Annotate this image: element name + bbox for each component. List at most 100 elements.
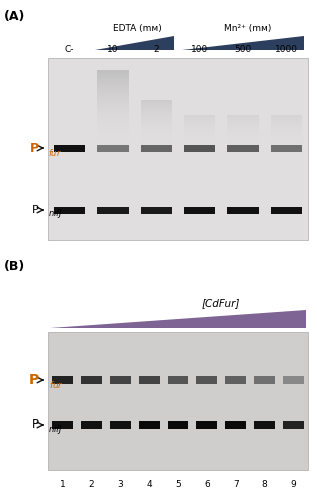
Bar <box>227 126 259 128</box>
Bar <box>227 114 259 116</box>
Text: 2: 2 <box>88 480 94 489</box>
Bar <box>97 100 129 102</box>
Bar <box>141 138 172 140</box>
Bar <box>139 376 159 384</box>
Bar <box>81 376 102 384</box>
Bar <box>97 126 129 128</box>
Bar <box>97 106 129 108</box>
Bar <box>141 132 172 134</box>
Bar <box>271 120 302 122</box>
Bar <box>97 74 129 76</box>
Bar <box>97 206 129 214</box>
Polygon shape <box>95 36 174 50</box>
Text: 1: 1 <box>60 480 65 489</box>
Bar <box>227 118 259 120</box>
Bar <box>97 144 129 152</box>
Text: (A): (A) <box>4 10 25 23</box>
Bar <box>97 118 129 120</box>
Text: 9: 9 <box>291 480 296 489</box>
Bar <box>184 140 215 141</box>
Bar <box>141 106 172 108</box>
Bar <box>184 206 215 214</box>
Bar <box>184 138 215 140</box>
Bar <box>184 116 215 117</box>
Bar <box>97 120 129 122</box>
Bar <box>184 142 215 144</box>
Bar <box>54 206 85 214</box>
Bar <box>141 120 172 122</box>
Bar <box>141 124 172 126</box>
Bar <box>141 118 172 120</box>
Bar <box>141 128 172 130</box>
Bar <box>184 144 215 152</box>
Bar <box>97 96 129 98</box>
Bar <box>110 421 131 429</box>
Text: C-: C- <box>65 45 74 54</box>
Bar <box>141 114 172 116</box>
Bar <box>271 118 302 120</box>
Bar <box>271 144 302 152</box>
Bar <box>97 124 129 126</box>
Text: 5: 5 <box>175 480 181 489</box>
Bar <box>97 76 129 78</box>
Bar <box>141 100 172 102</box>
Bar <box>227 130 259 132</box>
Bar <box>97 112 129 114</box>
Text: 1000: 1000 <box>275 45 298 54</box>
Bar <box>227 132 259 134</box>
Text: (B): (B) <box>4 260 25 273</box>
Bar <box>97 142 129 144</box>
Bar <box>184 122 215 124</box>
Bar <box>227 206 259 214</box>
Bar <box>141 126 172 128</box>
Text: Mn²⁺ (mм): Mn²⁺ (mм) <box>224 24 272 33</box>
Bar <box>271 124 302 126</box>
Bar <box>141 134 172 136</box>
Bar <box>283 421 304 429</box>
Bar <box>97 132 129 134</box>
Bar <box>168 421 188 429</box>
Bar <box>184 126 215 128</box>
Text: EDTA (mм): EDTA (mм) <box>113 24 162 33</box>
Bar <box>271 114 302 116</box>
Bar <box>227 142 259 144</box>
Bar <box>271 206 302 214</box>
Bar <box>225 421 246 429</box>
Bar <box>97 110 129 112</box>
Bar <box>141 144 172 152</box>
Bar <box>184 124 215 126</box>
Bar <box>197 376 217 384</box>
Bar <box>184 120 215 122</box>
Bar <box>184 132 215 134</box>
Bar <box>197 421 217 429</box>
Text: 8: 8 <box>262 480 268 489</box>
Polygon shape <box>182 36 304 50</box>
Bar <box>271 136 302 138</box>
Bar <box>139 421 159 429</box>
Polygon shape <box>50 310 306 328</box>
Bar <box>271 116 302 117</box>
Bar <box>97 108 129 110</box>
Text: 3: 3 <box>117 480 123 489</box>
Bar <box>97 92 129 94</box>
Bar <box>141 140 172 141</box>
Bar <box>97 86 129 88</box>
Bar <box>227 140 259 141</box>
Bar <box>48 332 308 470</box>
Bar <box>97 128 129 130</box>
Bar <box>271 140 302 141</box>
Bar <box>97 116 129 117</box>
Bar <box>141 206 172 214</box>
Bar <box>97 72 129 74</box>
Bar <box>97 98 129 100</box>
Text: 500: 500 <box>234 45 252 54</box>
Bar <box>227 136 259 138</box>
Text: 7: 7 <box>233 480 239 489</box>
Bar <box>227 116 259 117</box>
Bar <box>54 144 85 152</box>
Text: 6: 6 <box>204 480 210 489</box>
Bar <box>97 130 129 132</box>
Bar <box>184 136 215 138</box>
Bar <box>110 376 131 384</box>
Text: P: P <box>32 418 39 432</box>
